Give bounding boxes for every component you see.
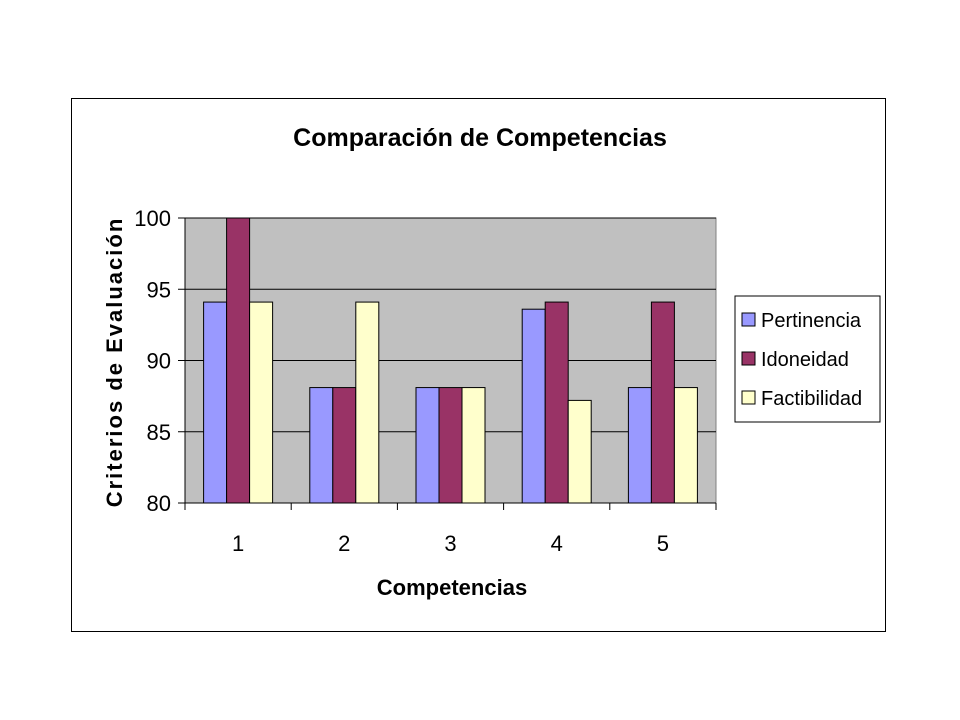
x-tick-label: 2	[338, 531, 350, 556]
y-tick-label: 95	[147, 277, 171, 302]
legend-swatch-idoneidad	[741, 351, 756, 366]
bar-pertinencia-1	[203, 301, 228, 504]
y-tick-label: 85	[147, 420, 171, 445]
bar-factibilidad-2	[355, 301, 380, 504]
x-tick-label: 1	[232, 531, 244, 556]
legend-label-idoneidad: Idoneidad	[761, 349, 849, 371]
bar-idoneidad-3	[438, 387, 463, 504]
legend-label-factibilidad: Factibilidad	[761, 388, 862, 410]
bar-pertinencia-5	[627, 387, 652, 504]
legend-box	[734, 295, 881, 423]
bar-factibilidad-5	[673, 387, 698, 504]
bar-pertinencia-2	[309, 387, 334, 504]
x-tick-label: 5	[657, 531, 669, 556]
x-tick-label: 3	[444, 531, 456, 556]
chart-title: Comparación de Competencias	[293, 124, 667, 152]
plot-area: 80 85 90 95 100 1 2 3 4 5	[134, 206, 717, 556]
y-tick-label: 80	[147, 491, 171, 516]
bar-idoneidad-2	[332, 387, 357, 504]
bar-pertinencia-3	[415, 387, 440, 504]
bar-factibilidad-4	[567, 399, 592, 504]
legend-swatch-factibilidad	[741, 390, 756, 405]
legend-swatch-pertinencia	[741, 312, 756, 327]
legend: Pertinencia Idoneidad Factibilidad	[734, 295, 881, 423]
bar-factibilidad-1	[249, 301, 274, 504]
x-axis-title: Competencias	[377, 575, 527, 600]
bar-factibilidad-3	[461, 387, 486, 504]
bar-idoneidad-5	[650, 301, 675, 504]
x-tick-label: 4	[551, 531, 563, 556]
y-tick-label: 100	[134, 206, 171, 231]
y-tick-label: 90	[147, 349, 171, 374]
y-axis-title: Criterios de Evaluación	[102, 217, 127, 508]
bar-idoneidad-4	[544, 301, 569, 504]
legend-label-pertinencia: Pertinencia	[761, 310, 862, 332]
bar-idoneidad-1	[226, 217, 251, 504]
bar-pertinencia-4	[521, 308, 546, 504]
